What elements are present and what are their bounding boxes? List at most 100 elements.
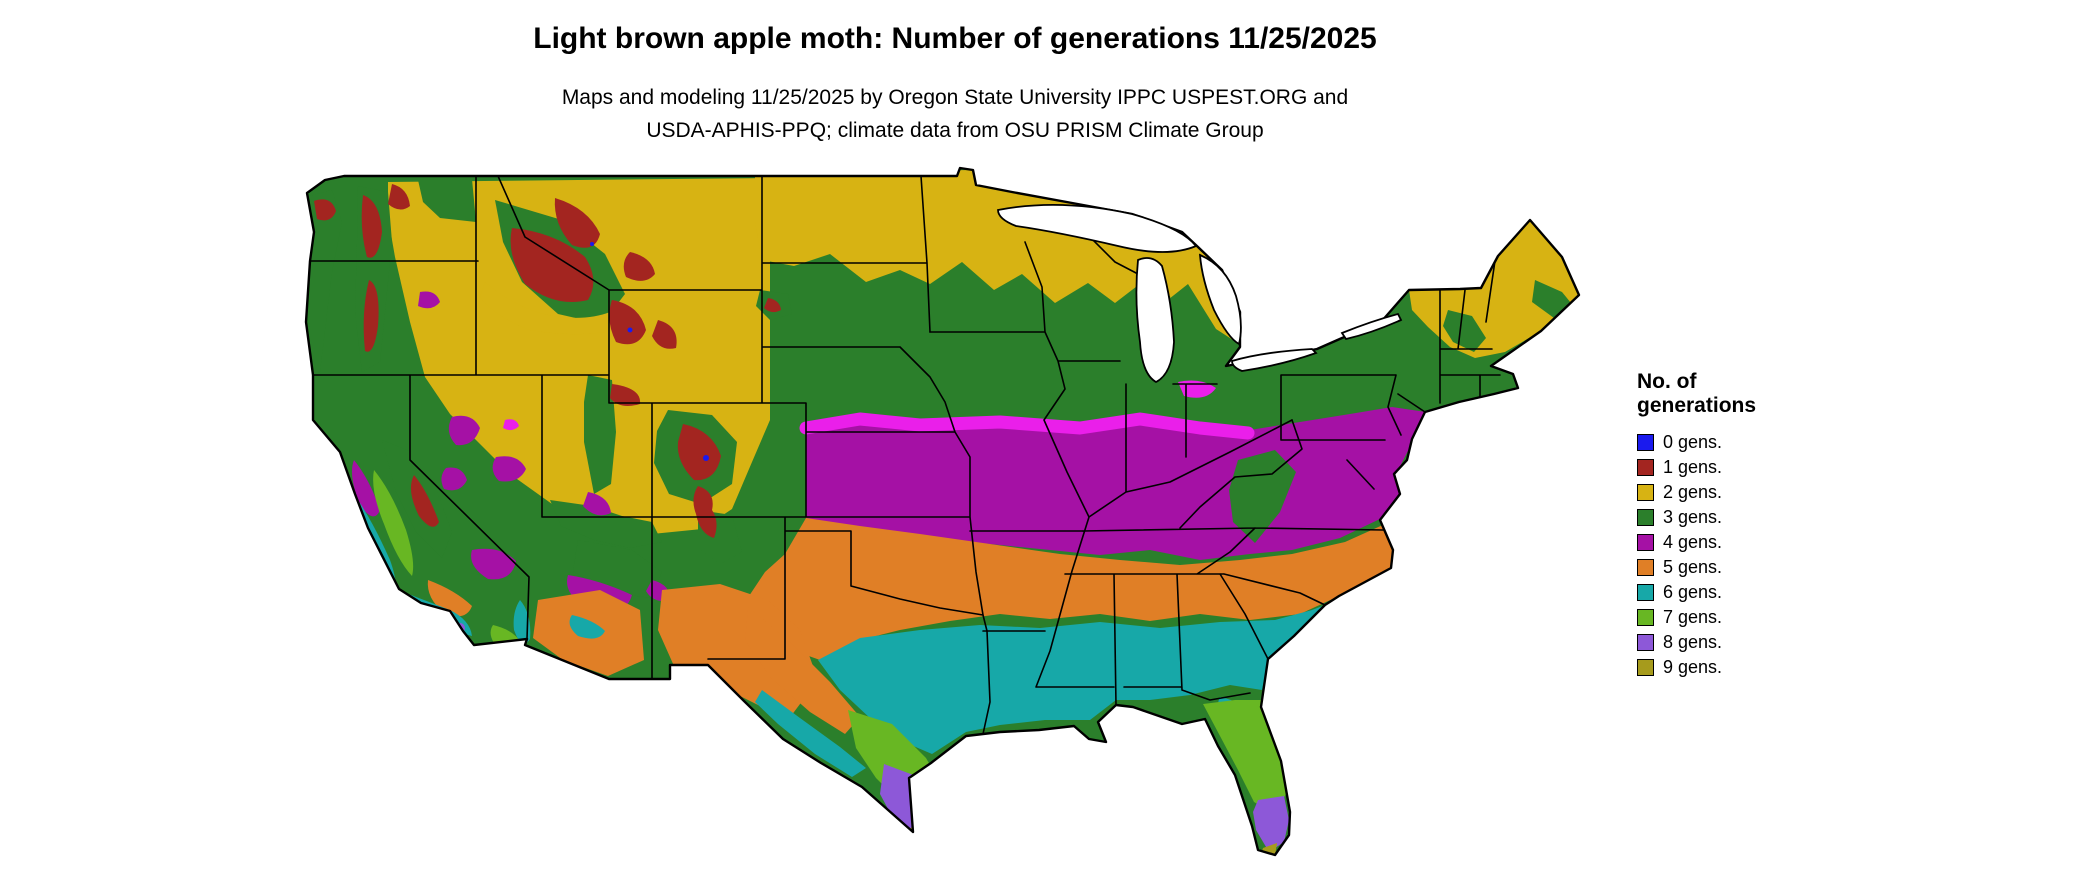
terrain-patch [441,467,467,491]
legend-item: 5 gens. [1637,555,1857,580]
terrain-layer [306,168,1579,868]
terrain-band-6gens [818,605,1325,754]
terrain-patch [610,384,641,406]
map-subtitle: Maps and modeling 11/25/2025 by Oregon S… [0,82,1910,147]
lake-huron [1198,253,1242,346]
terrain-patch [1228,863,1233,868]
legend-item: 0 gens. [1637,430,1857,455]
legend-swatch [1637,559,1654,577]
us-generations-map [304,166,1581,868]
terrain-patch [471,548,516,580]
legend-swatch [1637,484,1654,502]
terrain-patch [554,198,600,248]
terrain-patch [764,298,781,313]
lake-superior [997,203,1198,253]
terrain-patch [492,456,526,482]
legend-item-label: 5 gens. [1663,557,1723,578]
legend-swatch [1637,534,1654,552]
terrain-patch [448,415,480,446]
terrain-patch [677,424,721,481]
title-wrap: Light brown apple moth: Number of genera… [0,22,1910,56]
legend-item: 6 gens. [1637,580,1857,605]
map-subtitle-line1: Maps and modeling 11/25/2025 by Oregon S… [561,86,1349,109]
terrain-patch [503,419,519,431]
terrain-patch [703,455,709,461]
legend-item: 2 gens. [1637,480,1857,505]
lake-erie [1231,348,1318,372]
legend-item-label: 7 gens. [1663,607,1723,628]
terrain-patch [373,470,414,576]
terrain-band-5gens [745,518,1393,660]
legend-item-label: 8 gens. [1663,632,1723,653]
legend-title-line2: generations [1637,394,1757,418]
map-subtitle-line2: USDA-APHIS-PPQ; climate data from OSU PR… [646,118,1264,142]
terrain-patch [418,179,476,222]
state-borders-west [309,175,988,680]
legend-swatch [1637,659,1654,677]
legend-swatch [1637,584,1654,602]
state-borders-east [1064,253,1501,706]
great-lakes [997,203,1403,384]
subtitle-wrap: Maps and modeling 11/25/2025 by Oregon S… [0,82,1910,147]
terrain-patch [1443,310,1486,352]
terrain-patch [569,615,605,639]
terrain-patch [627,327,633,333]
terrain-patch [583,492,611,516]
terrain-patch [410,475,439,527]
terrain-patch [1213,862,1218,867]
state-borders [309,175,1501,735]
terrain-patch [590,242,594,246]
terrain-patch [658,584,818,720]
terrain-patch [755,690,866,777]
terrain-band-4gens-hot-fringe [799,412,1255,440]
legend-swatch [1637,509,1654,527]
legend-item-label: 0 gens. [1663,432,1723,453]
legend-item: 7 gens. [1637,605,1857,630]
us-outline [304,166,1581,857]
terrain-patch [550,500,662,548]
legend-item: 4 gens. [1637,530,1857,555]
legend-item-label: 9 gens. [1663,657,1723,678]
terrain-patch [1229,450,1296,543]
state-borders-central [929,236,1293,735]
legend: No. of generations 0 gens. 1 gens. 2 gens.… [1637,370,1857,680]
terrain-patch [652,320,677,349]
terrain-patch [1198,860,1203,865]
terrain-patch [1532,280,1571,318]
terrain-patch [623,252,655,281]
legend-swatch [1637,609,1654,627]
terrain-patch [510,228,594,302]
terrain-patch [363,280,379,352]
terrain-patch [314,199,336,221]
terrain-patch [513,600,531,644]
terrain-patch [609,300,646,345]
terrain-patch [693,486,717,538]
terrain-patch [388,184,410,210]
lake-ontario [1340,312,1403,341]
legend-item: 8 gens. [1637,630,1857,655]
terrain-gold-north-band [755,170,1247,349]
legend-items: 0 gens. 1 gens. 2 gens. 3 gens. 4 gens. 5 gen… [1637,430,1857,680]
legend-title-line1: No. of [1637,370,1697,393]
terrain-patch [480,282,610,335]
terrain-florida-7gens [1203,700,1286,814]
legend-item-label: 3 gens. [1663,507,1723,528]
legend-title: No. of generations [1637,370,1857,418]
terrain-patch [418,291,440,309]
terrain-patch [745,607,860,734]
terrain-patch [584,375,616,494]
legend-item-label: 1 gens. [1663,457,1723,478]
terrain-patch [361,195,382,258]
terrain-patch [1253,796,1289,852]
legend-item-label: 2 gens. [1663,482,1723,503]
legend-swatch [1637,634,1654,652]
legend-item-label: 4 gens. [1663,532,1723,553]
legend-item-label: 6 gens. [1663,582,1723,603]
legend-item: 9 gens. [1637,655,1857,680]
legend-swatch [1637,434,1654,452]
legend-item: 1 gens. [1637,455,1857,480]
terrain-patch [880,764,927,830]
lake-michigan [1135,257,1175,384]
legend-item: 3 gens. [1637,505,1857,530]
